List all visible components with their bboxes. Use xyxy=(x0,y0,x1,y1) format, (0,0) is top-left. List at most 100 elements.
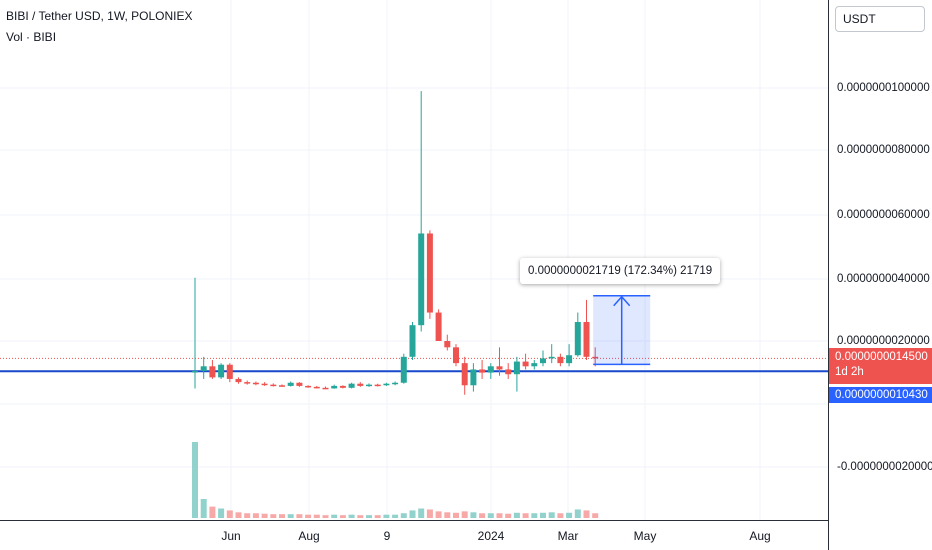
volume-bar xyxy=(287,514,294,518)
candle-down xyxy=(252,382,259,385)
volume-bar xyxy=(583,510,590,518)
symbol-legend[interactable]: BIBI / Tether USD, 1W, POLONIEX xyxy=(6,9,193,23)
measure-arrow-head xyxy=(613,295,631,307)
time-label: 9 xyxy=(383,529,391,543)
candle-down xyxy=(305,385,312,388)
price-label: 0.0000000020000 xyxy=(837,335,930,347)
price-label: 0.0000000040000 xyxy=(837,273,930,285)
candle-up xyxy=(513,361,520,375)
volume-bar xyxy=(244,513,251,518)
volume-bar xyxy=(200,499,207,518)
candle-up xyxy=(348,383,355,388)
volume-bar xyxy=(557,513,564,518)
candle-down xyxy=(261,383,268,386)
candle-down xyxy=(496,366,503,370)
volume-bar xyxy=(487,513,494,518)
measure-tooltip: 0.0000000021719 (172.34%) 21719 xyxy=(520,258,721,284)
candle-down xyxy=(505,369,512,375)
candle-down xyxy=(592,356,599,359)
price-label: 0.0000000080000 xyxy=(837,144,930,156)
volume-bar xyxy=(261,513,268,518)
volume-bar xyxy=(392,514,399,518)
horizontal-line-price-tag: 0.0000000010430 xyxy=(829,387,932,403)
volume-bar xyxy=(444,512,451,518)
volume-bar xyxy=(505,513,512,518)
candle-down xyxy=(322,387,329,390)
candle-up xyxy=(331,385,338,389)
volume-bar xyxy=(226,510,233,518)
volume-bar xyxy=(339,515,346,518)
volume-bar xyxy=(331,514,338,518)
volume-legend[interactable]: Vol · BIBI xyxy=(6,30,57,44)
last-price-value: 0.0000000014500 xyxy=(835,351,928,363)
volume-bar xyxy=(313,514,320,518)
volume-bar xyxy=(513,512,520,518)
volume-bar xyxy=(279,514,285,518)
candle-down xyxy=(226,364,233,379)
price-label: 0.0000000100000 xyxy=(837,82,930,94)
candle-down xyxy=(235,378,242,383)
chart-pane[interactable]: BIBI / Tether USD, 1W, POLONIEX Vol · BI… xyxy=(0,0,828,520)
bar-countdown: 1d 2h xyxy=(835,366,864,378)
candle-down xyxy=(461,363,468,386)
price-label: -0.0000000020000 xyxy=(837,461,932,473)
candle-up xyxy=(383,383,390,386)
time-axis[interactable]: Jun Aug 9 2024 Mar May Aug xyxy=(0,520,828,550)
candle-up xyxy=(418,233,425,326)
time-label: Aug xyxy=(298,529,320,543)
volume-bar xyxy=(548,512,555,518)
candle-down xyxy=(426,233,433,313)
candle-down xyxy=(279,385,285,387)
time-label: May xyxy=(633,529,657,543)
volume-bar xyxy=(592,513,599,518)
candle-up xyxy=(548,356,555,359)
volume-bar xyxy=(426,509,433,518)
candle-up xyxy=(192,371,198,373)
candle-up xyxy=(392,382,399,385)
candle-down xyxy=(583,322,590,357)
last-price-tag: 0.0000000014500 1d 2h xyxy=(829,348,932,384)
candle-down xyxy=(444,341,451,348)
candle-up xyxy=(540,358,546,364)
volume-bar xyxy=(348,514,355,518)
candle-up xyxy=(531,363,538,367)
price-label: 0.0000000060000 xyxy=(837,209,930,221)
volume-bar xyxy=(418,508,425,518)
candle-up xyxy=(218,364,225,378)
candle-down xyxy=(522,361,529,367)
volume-bar xyxy=(409,510,416,518)
volume-bar xyxy=(383,514,390,518)
volume-bar xyxy=(296,514,303,518)
currency-button[interactable]: USDT xyxy=(835,6,925,32)
volume-bar xyxy=(366,515,372,518)
candle-down xyxy=(296,382,303,386)
candle-up xyxy=(366,384,372,387)
volume-bar xyxy=(357,515,364,518)
candle-up xyxy=(566,355,573,364)
candle-down xyxy=(339,385,346,388)
volume-bar xyxy=(400,513,407,518)
volume-bar xyxy=(374,515,381,518)
volume-bar xyxy=(235,512,242,518)
candle-up xyxy=(287,382,294,386)
price-axis[interactable]: USDT 0.0000000100000 0.0000000080000 0.0… xyxy=(828,0,932,550)
candle-up xyxy=(400,356,407,383)
candle-down xyxy=(209,366,216,378)
volume-bar xyxy=(479,513,486,518)
volume-bar xyxy=(453,512,459,518)
volume-bar xyxy=(540,512,546,518)
volume-bar xyxy=(574,509,581,518)
volume-bar xyxy=(566,512,573,518)
time-label: 2024 xyxy=(477,529,505,543)
candle-down xyxy=(270,384,277,387)
volume-bar xyxy=(531,513,538,518)
volume-bar xyxy=(435,511,442,518)
candle-up xyxy=(487,366,494,373)
volume-bar xyxy=(322,515,329,518)
candle-down xyxy=(557,356,564,364)
time-label: Jun xyxy=(221,529,241,543)
candle-down xyxy=(244,382,251,384)
candle-down xyxy=(357,383,364,386)
volume-bar xyxy=(270,514,277,518)
candle-up xyxy=(409,325,416,357)
